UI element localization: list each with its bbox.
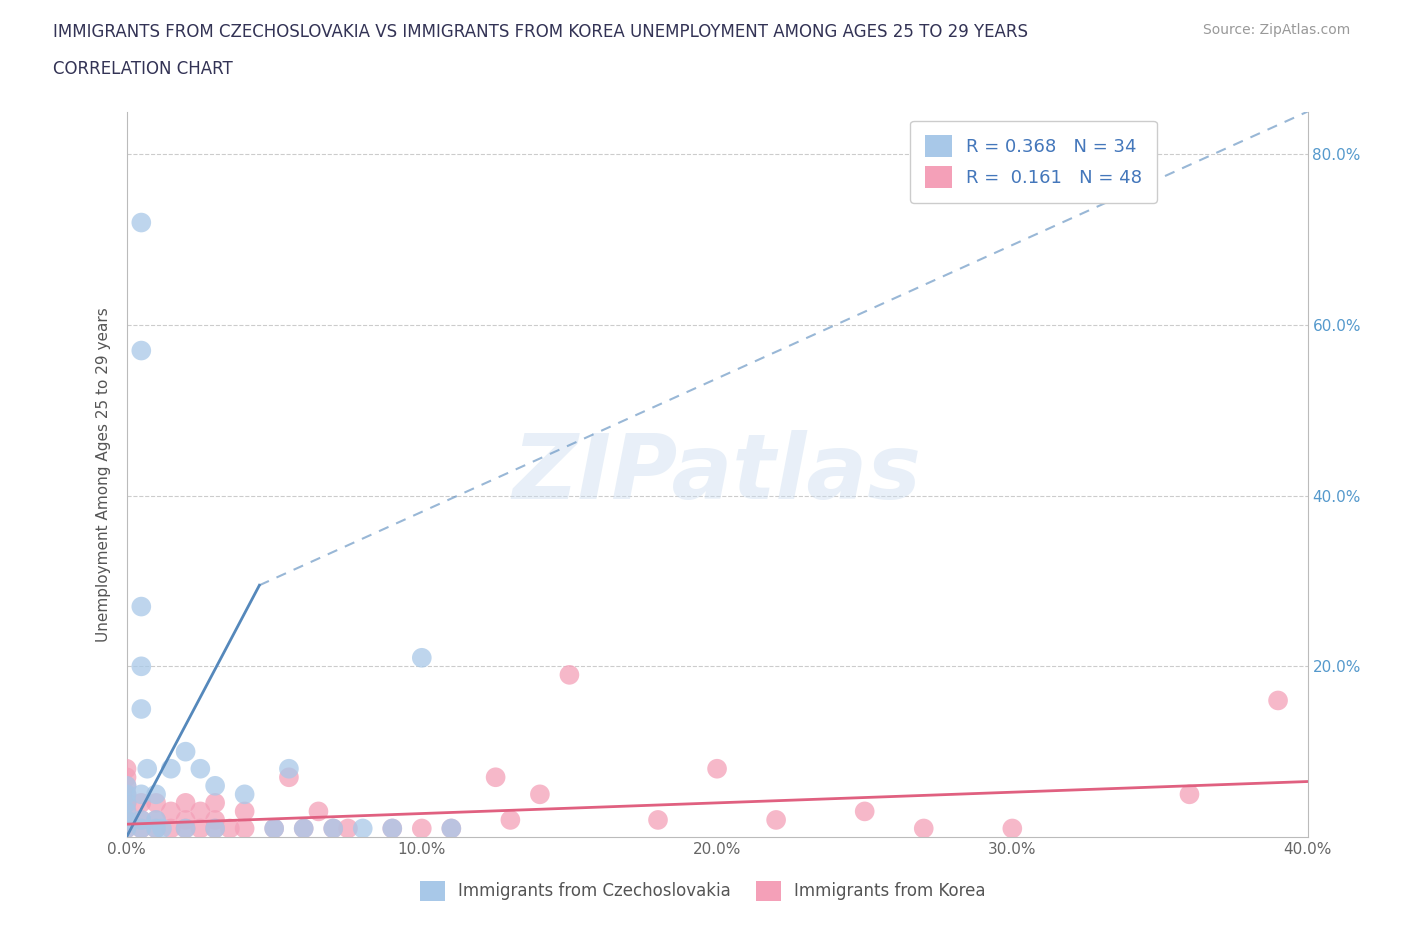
Legend: R = 0.368   N = 34, R =  0.161   N = 48: R = 0.368 N = 34, R = 0.161 N = 48 xyxy=(911,121,1157,203)
Point xyxy=(292,821,315,836)
Point xyxy=(160,804,183,818)
Point xyxy=(129,795,153,810)
Point xyxy=(912,821,935,836)
Point xyxy=(145,813,167,828)
Point xyxy=(1267,693,1289,708)
Point xyxy=(129,821,153,836)
Point xyxy=(174,821,197,836)
Point xyxy=(204,821,226,836)
Point xyxy=(204,795,226,810)
Point xyxy=(204,778,226,793)
Point xyxy=(115,770,138,785)
Point xyxy=(160,821,183,836)
Point xyxy=(115,813,138,828)
Text: IMMIGRANTS FROM CZECHOSLOVAKIA VS IMMIGRANTS FROM KOREA UNEMPLOYMENT AMONG AGES : IMMIGRANTS FROM CZECHOSLOVAKIA VS IMMIGR… xyxy=(53,23,1028,41)
Point xyxy=(706,762,728,777)
Point xyxy=(278,762,301,777)
Point xyxy=(263,821,285,836)
Point xyxy=(174,795,197,810)
Point xyxy=(308,804,330,818)
Text: CORRELATION CHART: CORRELATION CHART xyxy=(53,60,233,78)
Point xyxy=(129,658,153,673)
Point xyxy=(160,762,183,777)
Y-axis label: Unemployment Among Ages 25 to 29 years: Unemployment Among Ages 25 to 29 years xyxy=(96,307,111,642)
Point xyxy=(174,821,197,836)
Point xyxy=(115,804,138,818)
Point xyxy=(115,795,138,810)
Point xyxy=(278,770,301,785)
Point xyxy=(136,762,159,777)
Point xyxy=(352,821,374,836)
Point xyxy=(484,770,508,785)
Legend: Immigrants from Czechoslovakia, Immigrants from Korea: Immigrants from Czechoslovakia, Immigran… xyxy=(413,874,993,908)
Point xyxy=(381,821,404,836)
Point xyxy=(115,778,138,793)
Point xyxy=(174,744,197,759)
Point xyxy=(440,821,463,836)
Point xyxy=(115,821,138,836)
Point xyxy=(411,821,433,836)
Point xyxy=(1001,821,1024,836)
Point xyxy=(233,821,256,836)
Point xyxy=(647,813,669,828)
Point xyxy=(188,804,212,818)
Point xyxy=(129,821,153,836)
Point xyxy=(129,787,153,802)
Point xyxy=(129,599,153,614)
Point xyxy=(174,813,197,828)
Point xyxy=(188,821,212,836)
Point xyxy=(115,778,138,793)
Point xyxy=(115,762,138,777)
Point xyxy=(322,821,344,836)
Point xyxy=(129,215,153,230)
Point xyxy=(145,813,167,828)
Point xyxy=(529,787,551,802)
Point xyxy=(337,821,360,836)
Point xyxy=(145,795,167,810)
Point xyxy=(115,804,138,818)
Point xyxy=(204,821,226,836)
Point xyxy=(115,813,138,828)
Point xyxy=(129,813,153,828)
Point xyxy=(233,787,256,802)
Point xyxy=(115,787,138,802)
Point xyxy=(129,701,153,716)
Point xyxy=(115,787,138,802)
Point xyxy=(1178,787,1201,802)
Point xyxy=(219,821,242,836)
Point xyxy=(145,821,167,836)
Point xyxy=(263,821,285,836)
Point xyxy=(115,821,138,836)
Point xyxy=(150,821,173,836)
Point xyxy=(145,821,167,836)
Point xyxy=(853,804,876,818)
Point xyxy=(322,821,344,836)
Point xyxy=(558,668,581,683)
Point xyxy=(145,787,167,802)
Point xyxy=(129,343,153,358)
Point xyxy=(292,821,315,836)
Point xyxy=(765,813,787,828)
Point xyxy=(115,795,138,810)
Point xyxy=(204,813,226,828)
Point xyxy=(440,821,463,836)
Point xyxy=(129,813,153,828)
Text: ZIPatlas: ZIPatlas xyxy=(513,431,921,518)
Point xyxy=(188,762,212,777)
Point xyxy=(411,650,433,665)
Point xyxy=(381,821,404,836)
Text: Source: ZipAtlas.com: Source: ZipAtlas.com xyxy=(1202,23,1350,37)
Point xyxy=(233,804,256,818)
Point xyxy=(499,813,522,828)
